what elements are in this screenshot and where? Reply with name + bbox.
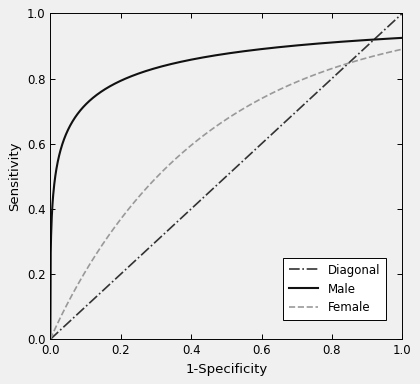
Female [289, 81, 294, 86]
Male [322, 41, 327, 45]
Line: Diagonal: Diagonal [50, 13, 402, 339]
Diagonal [322, 83, 327, 88]
Line: Female: Female [50, 49, 402, 339]
Female [400, 47, 405, 51]
Male [48, 337, 53, 341]
Diagonal [400, 11, 405, 16]
Female [48, 337, 53, 341]
Y-axis label: Sensitivity: Sensitivity [8, 142, 21, 211]
Diagonal [329, 77, 334, 81]
X-axis label: 1-Specificity: 1-Specificity [185, 362, 268, 376]
Male [329, 40, 334, 45]
Male [190, 57, 195, 62]
Female [84, 268, 89, 272]
Female [190, 142, 195, 146]
Diagonal [84, 304, 89, 308]
Male [400, 36, 405, 40]
Diagonal [190, 205, 195, 210]
Female [322, 69, 327, 73]
Female [203, 132, 208, 136]
Female [329, 66, 334, 71]
Diagonal [289, 113, 294, 118]
Male [84, 101, 89, 106]
Male [203, 55, 208, 59]
Diagonal [203, 194, 208, 198]
Line: Male: Male [50, 38, 402, 339]
Diagonal [48, 337, 53, 341]
Male [289, 43, 294, 48]
Legend: Diagonal, Male, Female: Diagonal, Male, Female [283, 258, 386, 320]
